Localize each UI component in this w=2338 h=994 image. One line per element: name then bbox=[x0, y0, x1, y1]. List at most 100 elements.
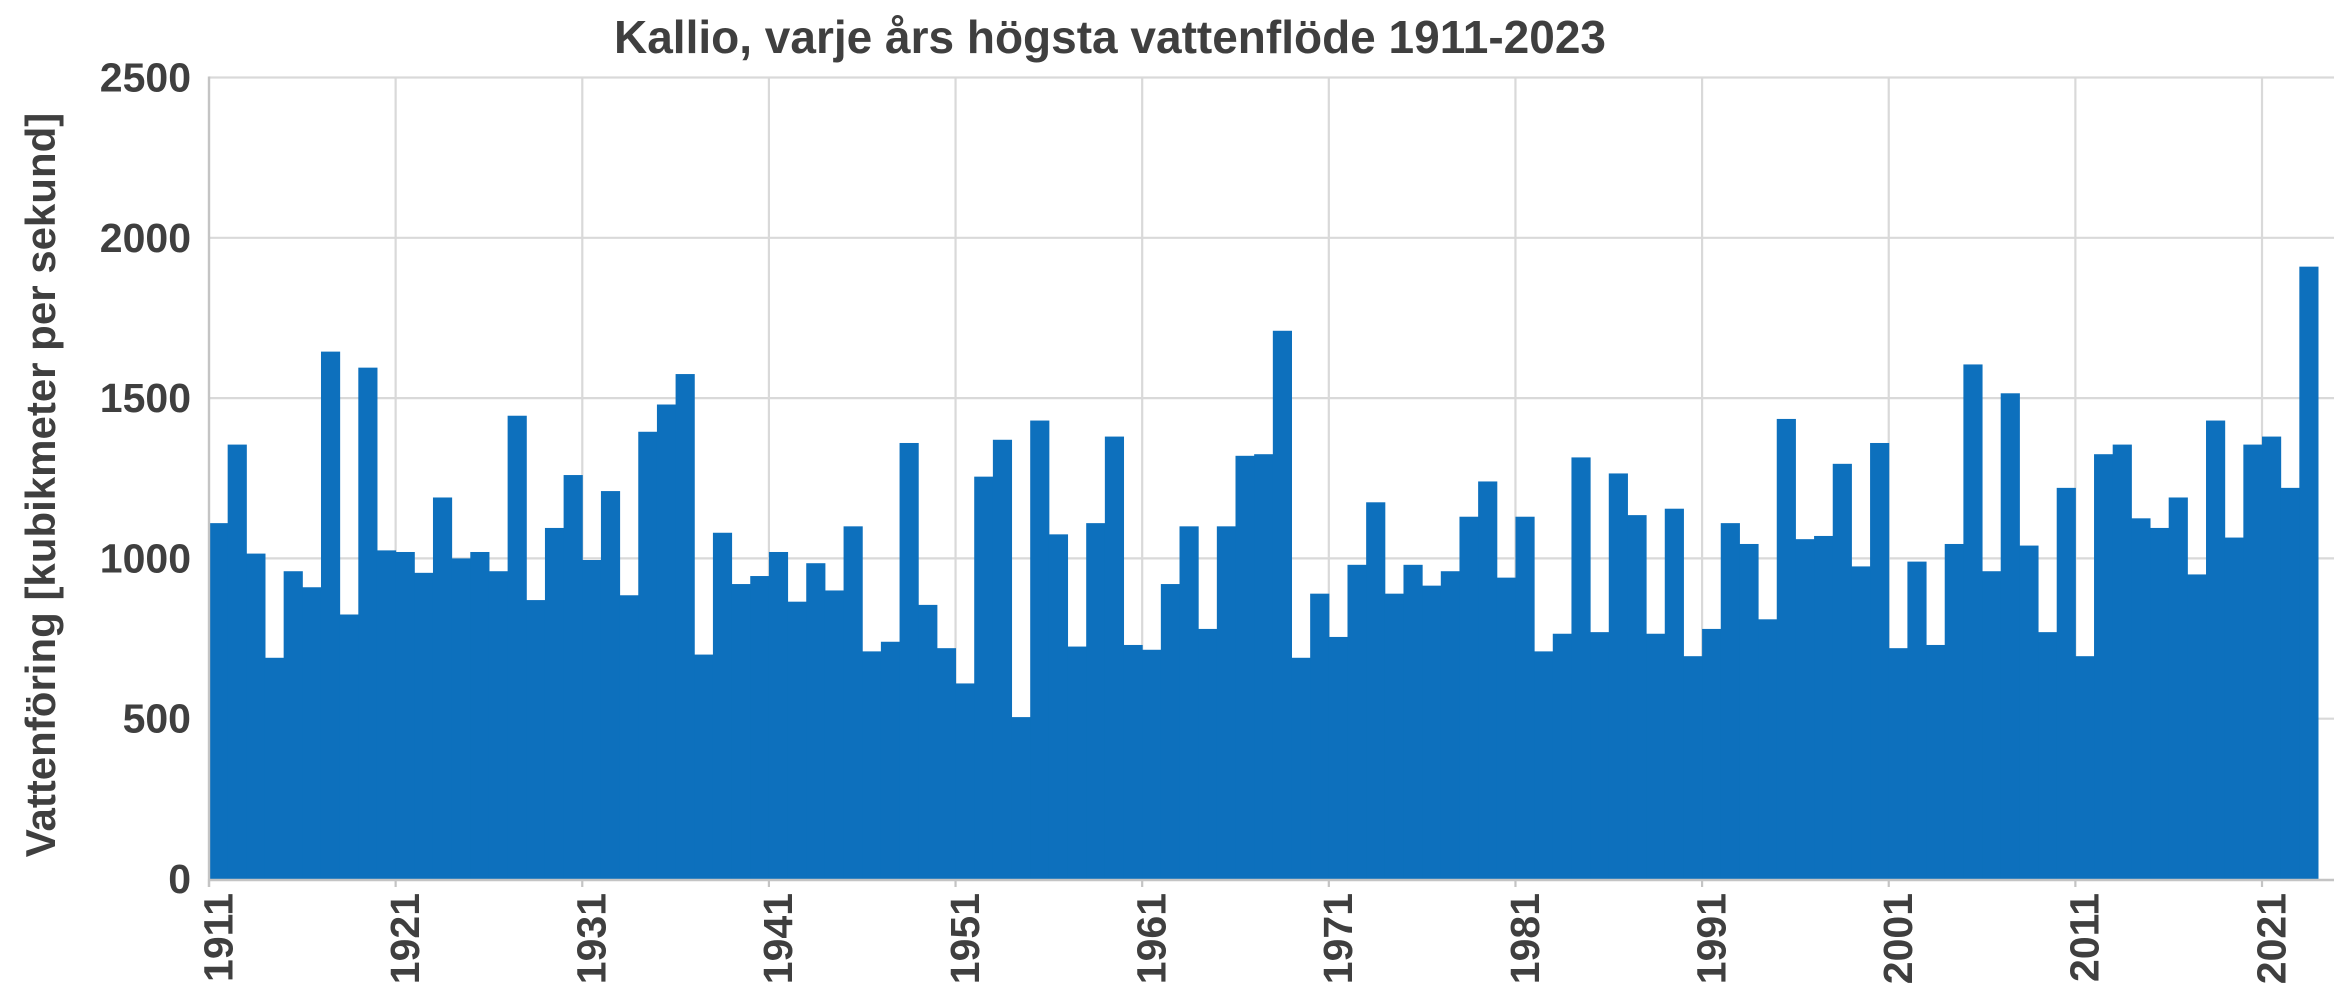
bar bbox=[880, 641, 901, 879]
y-tick-label: 2500 bbox=[100, 55, 191, 101]
bar bbox=[2038, 632, 2058, 879]
bar bbox=[1832, 463, 1852, 879]
bar bbox=[1422, 585, 1442, 879]
y-tick-label: 1000 bbox=[100, 535, 191, 581]
bar bbox=[2224, 537, 2244, 879]
bar bbox=[1272, 330, 1292, 879]
bar bbox=[320, 351, 341, 879]
bar bbox=[1944, 543, 1964, 879]
bar bbox=[1739, 543, 1759, 879]
bar bbox=[582, 560, 602, 879]
bar bbox=[1683, 656, 1703, 879]
x-tick-label: 2001 bbox=[1875, 893, 1921, 984]
bar bbox=[2243, 444, 2263, 879]
bar bbox=[862, 651, 882, 879]
y-axis-tick-labels: 0 500 1000 1500 2000 2500 bbox=[100, 55, 191, 903]
bar bbox=[1086, 523, 1106, 879]
bar bbox=[824, 590, 845, 879]
bar bbox=[974, 476, 994, 879]
bar bbox=[1571, 457, 1591, 879]
bar bbox=[470, 551, 490, 879]
bar bbox=[2056, 487, 2076, 879]
x-tick-label: 1931 bbox=[569, 893, 615, 984]
bar bbox=[507, 415, 527, 879]
bar bbox=[2187, 574, 2207, 879]
bar bbox=[1030, 420, 1050, 879]
bar bbox=[1160, 584, 1181, 879]
bar bbox=[1515, 516, 1535, 879]
y-tick-label: 1500 bbox=[100, 375, 191, 421]
x-tick-label: 1971 bbox=[1315, 893, 1361, 984]
bar bbox=[768, 551, 789, 879]
bar bbox=[675, 374, 695, 879]
bar bbox=[656, 404, 677, 879]
bar bbox=[2206, 420, 2226, 879]
y-tick-label: 500 bbox=[123, 696, 191, 742]
bar bbox=[209, 523, 229, 879]
bar bbox=[1758, 619, 1778, 879]
bar bbox=[787, 601, 807, 879]
bar bbox=[2075, 656, 2095, 879]
x-axis-tick-labels: 1911 1921 1931 1941 1951 1961 1971 1981 1991 2001… bbox=[195, 893, 2294, 984]
bar bbox=[1552, 633, 1572, 879]
bar bbox=[302, 587, 322, 879]
bar bbox=[544, 527, 565, 879]
bar bbox=[2150, 527, 2170, 879]
bar bbox=[694, 654, 714, 879]
bar bbox=[712, 532, 733, 879]
bar bbox=[2168, 497, 2188, 879]
bar bbox=[750, 576, 770, 879]
bar bbox=[358, 367, 378, 879]
x-tick-label: 1961 bbox=[1129, 893, 1175, 984]
y-tick-label: 0 bbox=[168, 856, 191, 902]
bar bbox=[619, 595, 639, 879]
bar bbox=[2262, 436, 2282, 879]
bar bbox=[1795, 539, 1815, 879]
bar bbox=[563, 475, 583, 879]
bar bbox=[2019, 545, 2039, 879]
bar bbox=[1888, 648, 1908, 879]
bar bbox=[376, 550, 397, 879]
bar bbox=[992, 439, 1013, 879]
bar bbox=[899, 442, 919, 879]
x-tick-label: 1951 bbox=[942, 893, 988, 984]
bar bbox=[600, 491, 621, 879]
bar bbox=[414, 572, 434, 879]
bar bbox=[488, 571, 509, 879]
bar bbox=[1478, 481, 1498, 879]
bar bbox=[2112, 444, 2132, 879]
bar bbox=[1982, 571, 2002, 879]
bar bbox=[2000, 393, 2020, 879]
bar bbox=[1440, 571, 1460, 879]
bar bbox=[339, 614, 359, 879]
bar bbox=[1384, 593, 1404, 879]
bar bbox=[1067, 646, 1087, 879]
bar bbox=[1179, 526, 1199, 879]
bar bbox=[1254, 454, 1274, 879]
bar bbox=[1310, 593, 1330, 879]
bar bbox=[264, 657, 285, 879]
bar bbox=[2299, 266, 2319, 879]
bar bbox=[1496, 577, 1516, 879]
bar bbox=[1776, 418, 1796, 879]
bar bbox=[432, 497, 453, 879]
bar bbox=[1123, 644, 1143, 879]
bar bbox=[1198, 628, 1218, 879]
bar bbox=[1216, 526, 1237, 879]
bar bbox=[1403, 564, 1423, 879]
bar bbox=[451, 558, 471, 879]
bar bbox=[1627, 515, 1647, 879]
x-tick-label: 1991 bbox=[1688, 893, 1734, 984]
bar bbox=[1926, 644, 1946, 879]
bar bbox=[1328, 636, 1348, 879]
x-tick-label: 1911 bbox=[195, 893, 241, 982]
bar bbox=[1963, 364, 1983, 879]
x-tick-label: 1981 bbox=[1502, 893, 1548, 984]
bar bbox=[395, 551, 415, 879]
bar bbox=[526, 600, 546, 879]
bar bbox=[1720, 523, 1740, 879]
bar bbox=[1907, 561, 1927, 879]
bar bbox=[936, 648, 957, 879]
